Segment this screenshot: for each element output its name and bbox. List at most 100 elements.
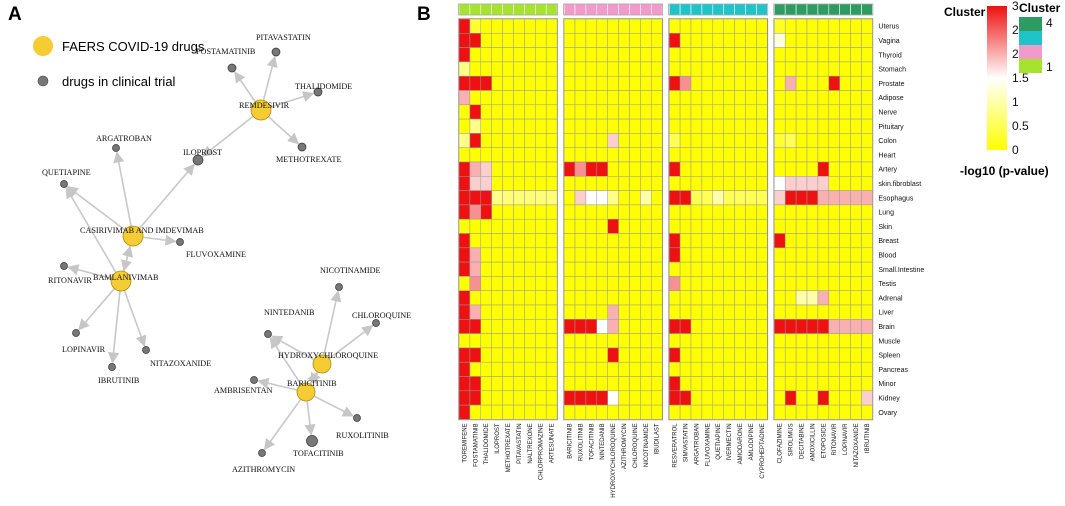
col-label-sirolimus: SIROLIMUS	[789, 423, 795, 456]
node-label-quetiapine: QUETIAPINE	[42, 168, 91, 177]
cluster-legend-swatch-1	[1019, 31, 1042, 45]
col-label-baricitinib: BARICITINIB	[568, 423, 574, 458]
cell-small-intestine-decitabine	[795, 261, 808, 277]
cell-ovary-nintedanib	[596, 404, 608, 420]
cell-heart-nintedanib	[596, 147, 608, 163]
cell-testis-resveratrol	[668, 276, 681, 291]
node-label-fostamatinib: FOSTAMATINIB	[196, 47, 256, 56]
cell-artery-tofacitinib	[585, 161, 598, 177]
cell-small-intestine-simvastatin	[679, 261, 692, 277]
cell-lung-toremifene	[458, 204, 471, 220]
cluster-cell-toremifene	[458, 3, 471, 16]
cell-muscle-ritonavir	[828, 333, 840, 349]
cell-spleen-ivermectin	[723, 347, 735, 363]
row-label-lung: Lung	[878, 210, 894, 217]
cell-ovary-fostamatinib	[469, 404, 482, 420]
row-label-pancreas: Pancreas	[878, 367, 908, 374]
cluster-legend-swatch-0	[1019, 17, 1042, 31]
row-label-kidney: Kidney	[878, 395, 900, 402]
cell-adrenal-hydroxychloroquine	[607, 290, 619, 306]
cell-colon-chloroquine	[629, 133, 641, 148]
cell-kidney-iloprost	[491, 390, 503, 406]
cell-pancreas-azithromycin	[618, 361, 630, 377]
cell-kidney-artesunate	[545, 390, 558, 406]
cell-brain-lopinavir	[839, 319, 851, 334]
cell-vagina-ruxolitinib	[574, 33, 587, 48]
cluster-group-border	[563, 3, 664, 16]
cell-small-intestine-resveratrol	[668, 261, 681, 277]
cell-skin-ritonavir	[828, 218, 840, 234]
cell-stomach-baricitinib	[563, 61, 576, 77]
cluster-cell-ibrutinib	[861, 3, 873, 16]
cell-adrenal-ibrutinib	[861, 290, 873, 306]
cell-adipose-methotrexate	[502, 90, 514, 106]
cell-vagina-etoposide	[817, 33, 830, 48]
cell-pancreas-lopinavir	[839, 361, 851, 377]
node-azithromycin	[258, 449, 266, 457]
cell-kidney-amlodipine	[745, 390, 757, 406]
cell-lung-thalidomide	[480, 204, 492, 220]
cell-lung-tofacitinib	[585, 204, 598, 220]
cell-thyroid-thalidomide	[480, 47, 492, 63]
cell-pituitary-hydroxychloroquine	[607, 118, 619, 134]
cell-testis-tofacitinib	[585, 276, 598, 291]
cell-breast-simvastatin	[679, 233, 692, 249]
cell-artery-artesunate	[545, 161, 558, 177]
cluster-bar	[458, 3, 874, 16]
cell-esophagus-decitabine	[795, 190, 808, 206]
cell-vagina-sirolimus	[784, 33, 797, 48]
cell-nerve-azithromycin	[618, 104, 630, 120]
cell-breast-chloroquine	[629, 233, 641, 249]
cell-spleen-hydroxychloroquine	[607, 347, 619, 363]
cell-small-intestine-toremifene	[458, 261, 471, 277]
cell-small-intestine-iloprost	[491, 261, 503, 277]
cell-adrenal-cyproheptadine	[756, 290, 768, 306]
cell-small-intestine-chlorpromazine	[535, 261, 547, 277]
cell-heart-azithromycin	[618, 147, 630, 163]
cell-thyroid-naltrexone	[524, 47, 536, 63]
cell-pancreas-nintedanib	[596, 361, 608, 377]
cell-vagina-pitavastatin	[513, 33, 525, 48]
cell-minor-baricitinib	[563, 376, 576, 392]
cell-muscle-cyproheptadine	[756, 333, 768, 349]
cell-prostate-artesunate	[545, 75, 558, 91]
cell-ovary-azithromycin	[618, 404, 630, 420]
cluster-header-label: Cluster	[944, 5, 986, 19]
col-label-ibudilast: IBUDILAST	[655, 423, 661, 454]
cell-vagina-quetiapine	[712, 33, 724, 48]
cell-pancreas-simvastatin	[679, 361, 692, 377]
cell-brain-chloroquine	[629, 319, 641, 334]
col-label-argatroban: ARGATROBAN	[694, 423, 700, 465]
cluster-group-border	[668, 3, 769, 16]
cell-pituitary-resveratrol	[668, 118, 681, 134]
cell-pancreas-chlorpromazine	[535, 361, 547, 377]
cell-esophagus-amoxicillin	[806, 190, 819, 206]
cell-minor-pitavastatin	[513, 376, 525, 392]
cluster-cell-baricitinib	[563, 3, 576, 16]
cell-minor-chlorpromazine	[535, 376, 547, 392]
colorbar-gradient	[987, 6, 1007, 150]
cell-heart-ritonavir	[828, 147, 840, 163]
cell-stomach-decitabine	[795, 61, 808, 77]
cell-kidney-amiodarone	[734, 390, 746, 406]
cell-spleen-resveratrol	[668, 347, 681, 363]
cell-liver-amlodipine	[745, 304, 757, 320]
cell-heart-resveratrol	[668, 147, 681, 163]
cell-stomach-ibudilast	[651, 61, 663, 77]
cell-lung-simvastatin	[679, 204, 692, 220]
edge-remdesivir-to-pitavastatin	[262, 55, 278, 101]
cell-thyroid-baricitinib	[563, 47, 576, 63]
cell-skin-lopinavir	[839, 218, 851, 234]
cell-testis-methotrexate	[502, 276, 514, 291]
cell-uterus-ruxolitinib	[574, 18, 587, 34]
cell-blood-ibudilast	[651, 247, 663, 263]
cell-skin-fibroblast-etoposide	[817, 176, 830, 191]
cell-blood-baricitinib	[563, 247, 576, 263]
cell-skin-fibroblast-iloprost	[491, 176, 503, 191]
cell-uterus-decitabine	[795, 18, 808, 34]
cell-colon-amiodarone	[734, 133, 746, 148]
cell-liver-chlorpromazine	[535, 304, 547, 320]
cell-nerve-toremifene	[458, 104, 471, 120]
cell-uterus-amlodipine	[745, 18, 757, 34]
cell-small-intestine-sirolimus	[784, 261, 797, 277]
